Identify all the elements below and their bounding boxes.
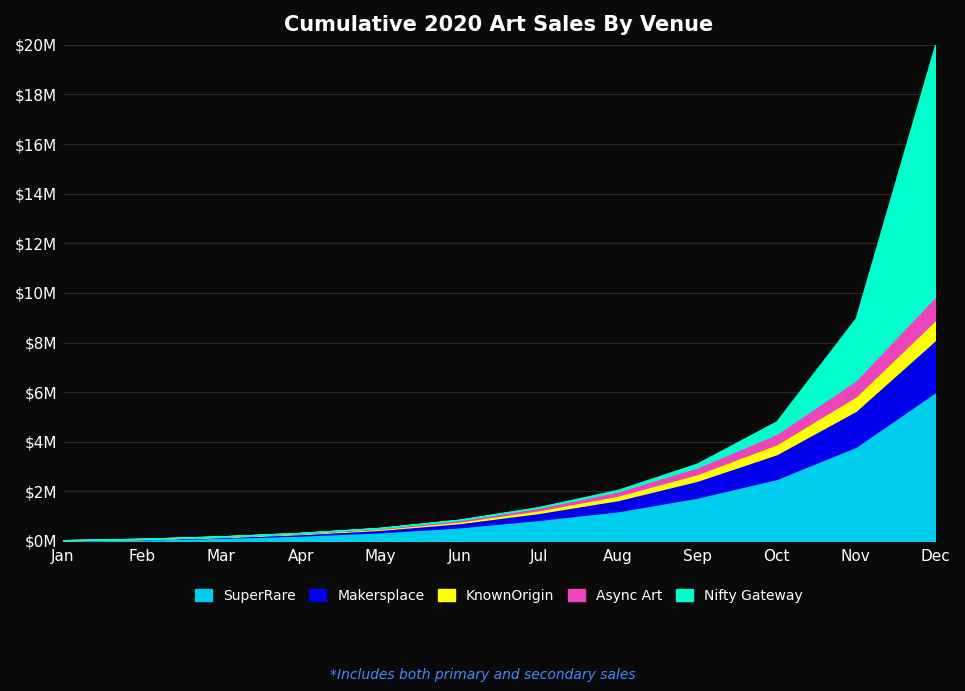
Legend: SuperRare, Makersplace, KnownOrigin, Async Art, Nifty Gateway: SuperRare, Makersplace, KnownOrigin, Asy… [189, 583, 809, 608]
Text: *Includes both primary and secondary sales: *Includes both primary and secondary sal… [330, 668, 635, 681]
Title: Cumulative 2020 Art Sales By Venue: Cumulative 2020 Art Sales By Venue [285, 15, 713, 35]
